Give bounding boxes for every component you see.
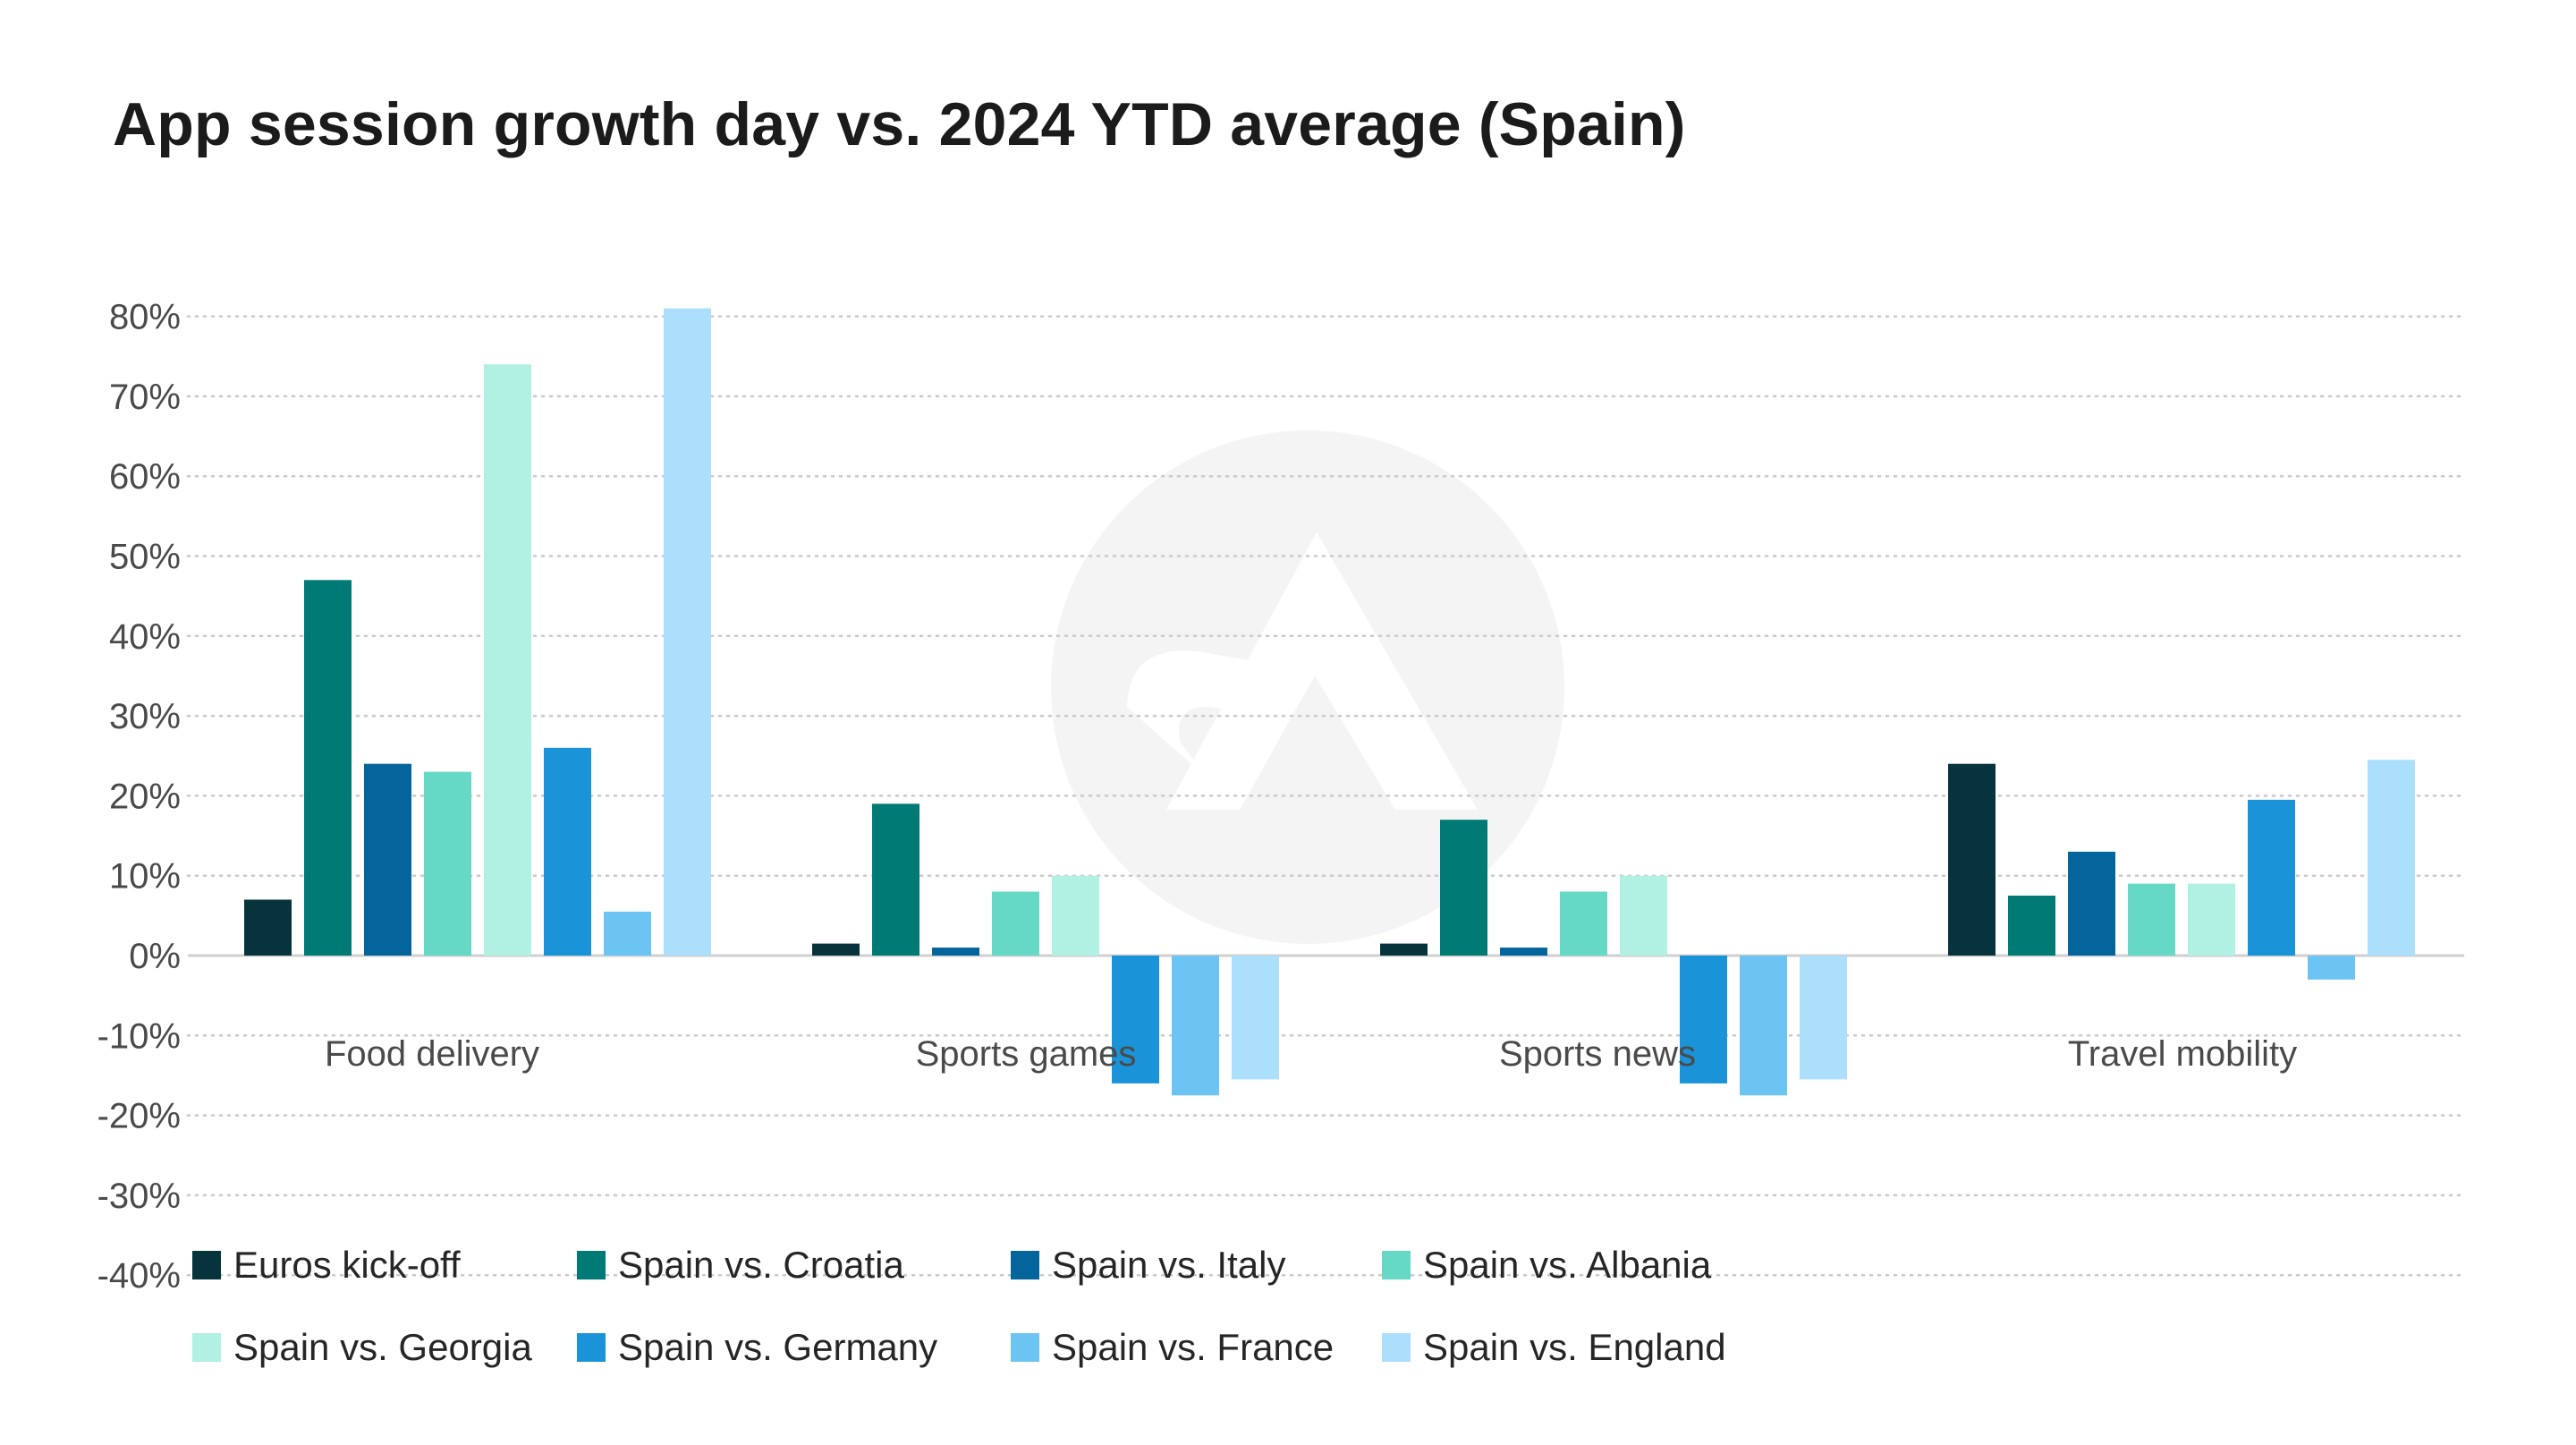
bar — [1948, 763, 1996, 956]
bar — [664, 308, 711, 956]
bar — [364, 763, 411, 956]
bar — [1800, 956, 1847, 1080]
legend-item: Spain vs. Germany — [577, 1326, 937, 1369]
category-label: Sports games — [916, 1034, 1137, 1074]
y-axis-ticks: 80% 70% 60% 50% 40% 30% 20% 10% 0% -10% -20% -30% -4… — [97, 298, 181, 1296]
bar — [424, 771, 471, 956]
y-tick-label: 50% — [109, 538, 181, 577]
legend-label: Spain vs. Albania — [1423, 1244, 1712, 1286]
bar — [2188, 883, 2235, 956]
bar — [932, 948, 979, 956]
legend-swatch — [1382, 1251, 1411, 1279]
legend-label: Spain vs. Georgia — [233, 1326, 532, 1368]
y-tick-label: 40% — [109, 617, 181, 657]
y-tick-label: -40% — [97, 1256, 181, 1296]
legend-label: Spain vs. Germany — [618, 1326, 938, 1368]
bar — [872, 803, 919, 956]
bar — [1680, 956, 1727, 1084]
bar — [604, 911, 651, 956]
bar — [1560, 891, 1607, 956]
y-tick-label: 20% — [109, 777, 181, 816]
legend-item: Spain vs. Croatia — [577, 1244, 904, 1287]
legend-swatch — [1382, 1333, 1411, 1362]
legend-swatch — [1011, 1251, 1039, 1279]
bar — [1052, 875, 1099, 956]
legend-swatch — [1011, 1333, 1039, 1362]
chart-title: App session growth day vs. 2024 YTD aver… — [113, 90, 1686, 158]
bars — [244, 308, 2415, 1096]
y-tick-label: 10% — [109, 857, 181, 897]
legend-item: Spain vs. Albania — [1382, 1244, 1711, 1287]
legend-label: Spain vs. France — [1052, 1326, 1335, 1368]
y-tick-label: -30% — [97, 1177, 181, 1216]
bar — [544, 747, 591, 956]
legend-label: Spain vs. Croatia — [618, 1244, 904, 1286]
bar — [1440, 820, 1487, 956]
y-tick-label: 70% — [109, 378, 181, 417]
bar — [304, 580, 352, 956]
bar — [1232, 956, 1279, 1080]
legend-item: Spain vs. Italy — [1011, 1244, 1285, 1287]
category-label: Travel mobility — [2068, 1034, 2297, 1074]
category-labels: Food delivery Sports games Sports news Trav… — [325, 1034, 2297, 1074]
bar — [1112, 956, 1159, 1084]
legend-swatch — [577, 1251, 606, 1279]
bar — [1500, 948, 1547, 956]
legend-label: Spain vs. England — [1423, 1326, 1726, 1368]
category-label: Food delivery — [325, 1034, 539, 1074]
y-tick-label: 80% — [109, 298, 181, 337]
y-tick-label: 30% — [109, 697, 181, 736]
bar — [484, 364, 531, 956]
legend-item: Spain vs. France — [1011, 1326, 1334, 1369]
bar — [812, 943, 860, 956]
bar — [244, 899, 292, 956]
bar — [2248, 799, 2295, 956]
legend-swatch — [192, 1333, 221, 1362]
legend-label: Spain vs. Italy — [1052, 1244, 1286, 1286]
y-tick-label: -10% — [97, 1016, 181, 1056]
legend-item: Euros kick-off — [192, 1244, 461, 1287]
bar — [2368, 760, 2415, 956]
bar — [2128, 883, 2175, 956]
bar — [1620, 875, 1667, 956]
bar — [1740, 956, 1787, 1096]
bar — [1172, 956, 1219, 1096]
y-tick-label: 0% — [129, 937, 181, 976]
bar — [1380, 943, 1428, 956]
legend-item: Spain vs. Georgia — [192, 1326, 532, 1369]
legend-label: Euros kick-off — [233, 1244, 461, 1286]
y-tick-label: -20% — [97, 1097, 181, 1136]
legend-item: Spain vs. England — [1382, 1326, 1726, 1369]
bar — [992, 891, 1039, 956]
legend-swatch — [192, 1251, 221, 1279]
watermark-logo — [1051, 430, 1564, 944]
bar — [2308, 956, 2355, 980]
category-label: Sports news — [1499, 1034, 1696, 1074]
bar — [2008, 896, 2055, 956]
legend-swatch — [577, 1333, 606, 1362]
y-tick-label: 60% — [109, 457, 181, 497]
bar — [2068, 851, 2115, 956]
